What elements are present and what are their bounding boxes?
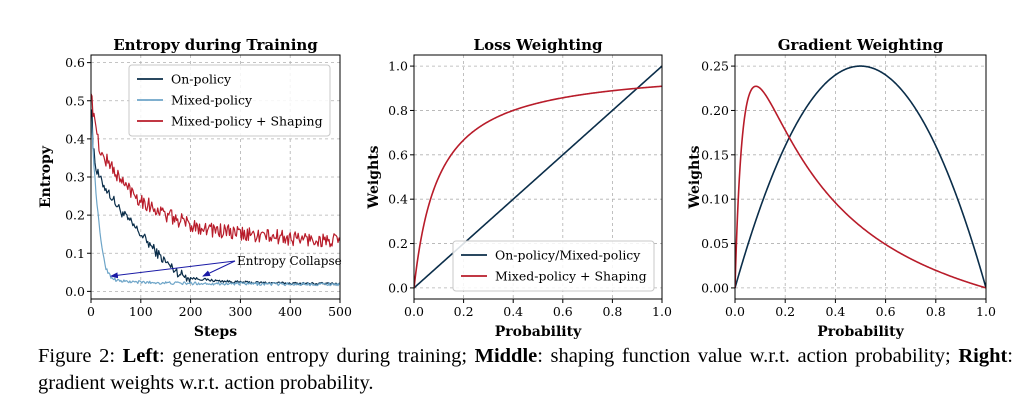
x-tick-label: 0.6 <box>876 304 896 319</box>
loss-weighting-chart: 0.0 0.2 0.4 0.6 0.8 1.0 0.0 0.2 0.4 0.6 0.8 1.0 Loss… <box>366 36 672 340</box>
caption-left-text: : generation entropy during training; <box>159 345 475 367</box>
y-tick-label: 0.05 <box>701 236 729 251</box>
y-tick-label: 0.0 <box>65 284 85 299</box>
series-line-mixed-policy-shaping <box>91 93 340 248</box>
figure-caption: Figure 2: Left: generation entropy durin… <box>38 343 1013 397</box>
x-tick-label: 1.0 <box>976 304 996 319</box>
entropy-chart: 0 100 200 300 400 500 0.0 0.1 0.2 0.3 0.4 0.5 0.6 Ent… <box>38 36 352 340</box>
figure: 0 100 200 300 400 500 0.0 0.1 0.2 0.3 0.4 0.5 0.6 Ent… <box>38 36 996 340</box>
y-tick-label: 0.3 <box>65 170 85 185</box>
x-tick-label: 100 <box>129 304 153 319</box>
y-tick-label: 0.2 <box>388 236 408 251</box>
x-tick-label: 0.8 <box>602 304 622 319</box>
y-tick-label: 0.20 <box>701 103 729 118</box>
x-tick-label: 0.4 <box>825 304 845 319</box>
annotation-text: Entropy Collapse <box>237 254 342 268</box>
series-line-mixed-policy-shaping <box>735 85 986 289</box>
y-tick-label: 0.00 <box>701 280 729 295</box>
y-tick-label: 0.4 <box>65 131 85 146</box>
x-tick-label: 1.0 <box>652 304 672 319</box>
x-tick-label: 300 <box>228 304 252 319</box>
y-tick-label: 0.0 <box>388 280 408 295</box>
plot-area <box>91 93 340 287</box>
x-tick-label: 0.2 <box>454 304 474 319</box>
annotation-arrow <box>202 260 236 277</box>
legend-label: Mixed-policy + Shaping <box>171 114 323 129</box>
y-tick-label: 0.25 <box>701 59 729 74</box>
y-tick-label: 0.15 <box>701 147 729 162</box>
legend-label: Mixed-policy + Shaping <box>495 269 647 284</box>
caption-right-label: Right <box>958 345 1008 367</box>
legend-label: Mixed-policy <box>171 93 253 108</box>
x-tick-label: 0.0 <box>725 304 745 319</box>
legend-box <box>452 240 655 292</box>
y-tick-label: 0.6 <box>65 55 85 70</box>
chart-title: Entropy during Training <box>113 36 318 54</box>
y-axis-label: Weights <box>366 145 382 209</box>
y-tick-label: 0.1 <box>65 246 85 261</box>
caption-left-label: Left <box>122 345 160 367</box>
y-tick-label: 0.10 <box>701 192 729 207</box>
axes-frame <box>734 54 987 300</box>
legend-label: On-policy <box>171 72 232 87</box>
plot-area <box>735 65 986 289</box>
x-tick-label: 0.2 <box>775 304 795 319</box>
caption-right-text: : gradient weights w.r.t. action probabi… <box>38 345 1013 394</box>
series-line-mixed-policy-shaping <box>414 85 662 289</box>
x-tick-label: 0.0 <box>404 304 424 319</box>
x-axis-label: Probability <box>495 324 582 340</box>
y-axis-label: Weights <box>687 145 703 209</box>
y-tick-label: 1.0 <box>388 59 408 74</box>
y-axis-label: Entropy <box>38 145 54 208</box>
chart-title: Loss Weighting <box>474 36 603 54</box>
legend-label: On-policy/Mixed-policy <box>495 248 641 263</box>
y-tick-label: 0.4 <box>388 192 408 207</box>
axes-frame <box>413 54 663 300</box>
series-line-mixed-policy <box>91 117 340 287</box>
caption-prefix: Figure 2: <box>38 345 123 367</box>
y-tick-label: 0.6 <box>388 147 408 162</box>
x-axis-label: Probability <box>817 324 904 340</box>
x-tick-label: 0.4 <box>503 304 523 319</box>
annotation-arrow <box>109 260 236 279</box>
x-tick-label: 0 <box>87 304 95 319</box>
chart-title: Gradient Weighting <box>778 36 944 54</box>
caption-middle-text: : shaping function value w.r.t. action p… <box>537 345 959 367</box>
x-tick-label: 0.6 <box>553 304 573 319</box>
legend-box <box>128 64 331 137</box>
caption-middle-label: Middle <box>474 345 538 367</box>
legend: On-policy Mixed-policy Mixed-policy + Shap… <box>128 64 331 137</box>
y-tick-label: 0.2 <box>65 208 85 223</box>
y-tick-label: 0.8 <box>388 103 408 118</box>
x-tick-label: 0.8 <box>926 304 946 319</box>
legend: On-policy/Mixed-policy Mixed-policy + Sha… <box>452 240 655 292</box>
x-tick-label: 400 <box>278 304 302 319</box>
x-axis-label: Steps <box>194 324 237 340</box>
gradient-weighting-chart: 0.0 0.2 0.4 0.6 0.8 1.0 0.00 0.05 0.10 0.15 0.20 0.… <box>687 36 996 340</box>
x-tick-label: 500 <box>328 304 352 319</box>
x-tick-label: 200 <box>179 304 203 319</box>
series-line-on-policy-mixed-policy <box>735 65 986 289</box>
y-tick-label: 0.5 <box>65 93 85 108</box>
